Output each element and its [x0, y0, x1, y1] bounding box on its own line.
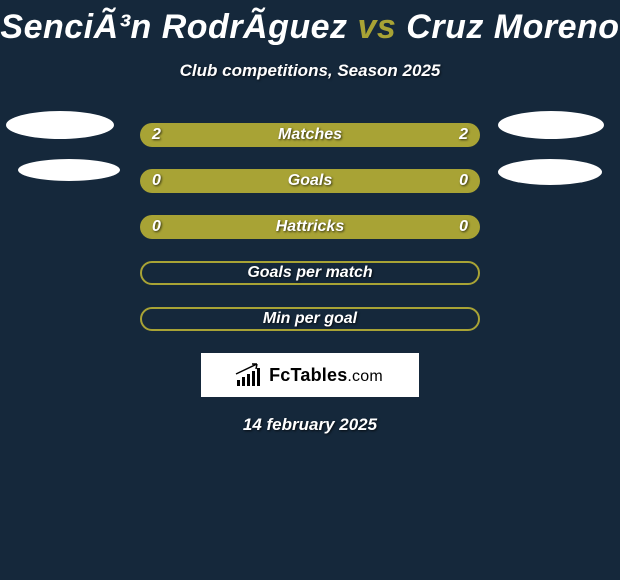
logo-text: FcTables.com: [269, 365, 383, 386]
decor-ellipse-right: [498, 111, 604, 139]
subtitle: Club competitions, Season 2025: [0, 61, 620, 81]
date-label: 14 february 2025: [0, 415, 620, 435]
decor-ellipse-right: [498, 159, 602, 185]
stat-label: Goals: [140, 169, 480, 193]
stat-label: Goals per match: [140, 261, 480, 285]
stat-label: Hattricks: [140, 215, 480, 239]
stat-label: Matches: [140, 123, 480, 147]
stat-row: 00Hattricks: [0, 215, 620, 239]
decor-ellipse-left: [18, 159, 120, 181]
comparison-title: SenciÃ³n RodrÃ­guez vs Cruz Moreno: [0, 0, 620, 47]
vs-label: vs: [358, 8, 397, 46]
stat-rows: 22Matches 00Goals 00Hattricks Goals per mat…: [0, 123, 620, 331]
stat-row: 22Matches: [0, 123, 620, 147]
player2-name: Cruz Moreno: [406, 8, 619, 46]
logo-chart-icon: [237, 364, 263, 386]
stat-row: Min per goal: [0, 307, 620, 331]
stat-row: 00Goals: [0, 169, 620, 193]
player1-name: SenciÃ³n RodrÃ­guez: [0, 8, 347, 46]
stat-row: Goals per match: [0, 261, 620, 285]
stat-label: Min per goal: [140, 307, 480, 331]
logo-brand: FcTables: [269, 365, 347, 385]
logo-suffix: .com: [347, 368, 382, 385]
decor-ellipse-left: [6, 111, 114, 139]
fctables-logo[interactable]: FcTables.com: [201, 353, 419, 397]
